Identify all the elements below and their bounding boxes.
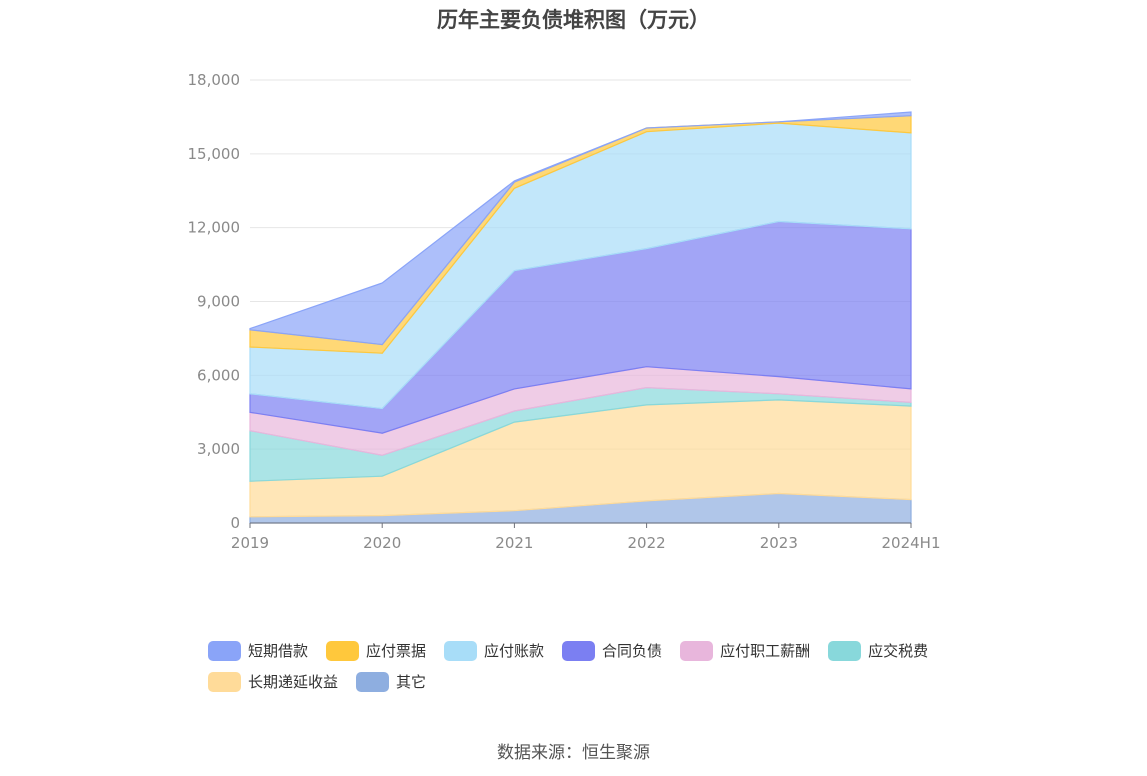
x-tick-label: 2022 <box>628 534 666 552</box>
x-tick-label: 2021 <box>495 534 533 552</box>
axes: 0 3,000 6,000 9,000 12,000 15,000 18,000 2019 20… <box>188 71 941 552</box>
legend-item[interactable]: 长期递延收益 <box>208 671 338 692</box>
legend: 短期借款 应付票据 应付账款 合同负债 应付职工薪酬 应交税费长期递延收益 其它 <box>208 640 968 702</box>
legend-swatch <box>208 640 241 661</box>
area-短期借款[interactable] <box>249 111 912 346</box>
legend-item[interactable]: 应交税费 <box>828 640 928 661</box>
x-tick-label: 2023 <box>760 534 798 552</box>
legend-swatch <box>326 640 360 661</box>
y-tick-label: 12,000 <box>188 219 241 237</box>
legend-label: 应付职工薪酬 <box>720 642 811 660</box>
legend-label: 短期借款 <box>248 642 309 660</box>
legend-label: 其它 <box>396 673 427 691</box>
y-tick-label: 9,000 <box>197 293 240 311</box>
legend-swatch <box>680 640 714 661</box>
y-tick-label: 18,000 <box>188 71 241 89</box>
y-tick-label: 15,000 <box>188 145 241 163</box>
chart-title: 历年主要负债堆积图（万元） <box>437 8 710 32</box>
y-tick-label: 3,000 <box>197 440 240 458</box>
y-tick-label: 0 <box>230 514 240 532</box>
legend-swatch <box>208 671 241 692</box>
legend-swatch <box>562 640 596 661</box>
x-tick-label: 2024H1 <box>882 534 941 552</box>
legend-label: 应付票据 <box>366 642 427 660</box>
legend-item[interactable]: 短期借款 <box>208 640 308 661</box>
source-note: 数据来源：恒生聚源 <box>497 743 650 763</box>
legend-label: 长期递延收益 <box>248 673 339 691</box>
legend-item[interactable]: 其它 <box>356 671 426 692</box>
legend-swatch <box>356 671 390 692</box>
legend-item[interactable]: 合同负债 <box>562 640 662 661</box>
legend-swatch <box>444 640 478 661</box>
legend-swatch <box>828 640 862 661</box>
area-series <box>249 111 912 524</box>
x-tick-label: 2020 <box>363 534 401 552</box>
legend-item[interactable]: 应付票据 <box>326 640 426 661</box>
x-tick-label: 2019 <box>231 534 269 552</box>
legend-item[interactable]: 应付账款 <box>444 640 544 661</box>
legend-label: 应交税费 <box>868 642 929 660</box>
legend-item[interactable]: 应付职工薪酬 <box>680 640 810 661</box>
legend-label: 应付账款 <box>484 642 545 660</box>
legend-label: 合同负债 <box>602 642 663 660</box>
y-tick-label: 6,000 <box>197 366 240 384</box>
